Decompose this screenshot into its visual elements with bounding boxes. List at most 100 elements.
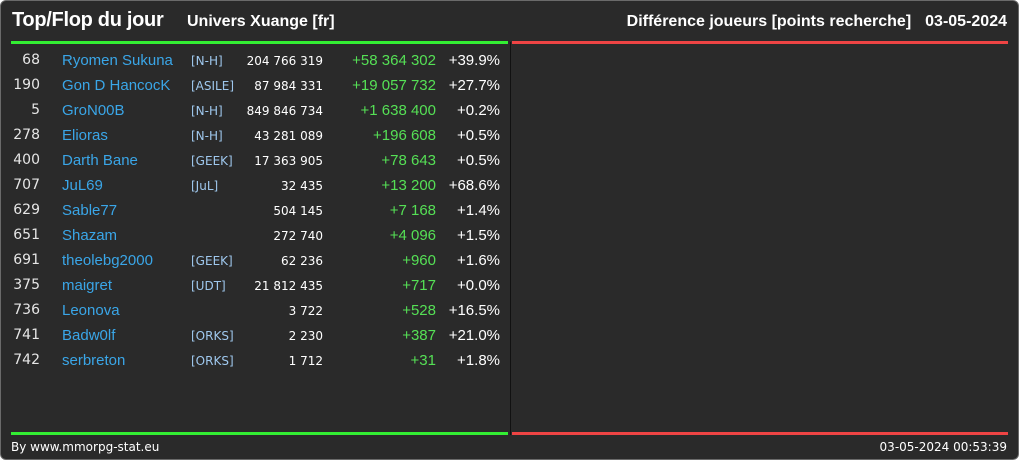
table-row: 5 GroN00B [N-H] 849 846 734 +1 638 400 +… bbox=[1, 98, 510, 123]
player-name-link[interactable]: JuL69 bbox=[62, 177, 103, 194]
table-row: 278 Elioras [N-H] 43 281 089 +196 608 +0… bbox=[1, 123, 510, 148]
rank-value: 707 bbox=[13, 177, 40, 193]
points-value: 62 236 bbox=[281, 254, 323, 268]
percent-value: +0.2% bbox=[457, 102, 500, 119]
column-divider bbox=[510, 42, 511, 435]
table-row: 741 Badw0lf [ORKS] 2 230 +387 +21.0% bbox=[1, 323, 510, 348]
table-row: 691 theolebg2000 [GEEK] 62 236 +960 +1.6… bbox=[1, 248, 510, 273]
alliance-tag: [N-H] bbox=[191, 104, 223, 118]
player-name-link[interactable]: Sable77 bbox=[62, 202, 118, 219]
points-value: 272 740 bbox=[273, 229, 323, 243]
rank-value: 5 bbox=[31, 102, 40, 118]
rank-value: 691 bbox=[13, 252, 40, 268]
top-accent-bar bbox=[11, 41, 508, 44]
percent-value: +1.8% bbox=[457, 352, 500, 369]
alliance-tag: [ASILE] bbox=[191, 79, 234, 93]
percent-value: +68.6% bbox=[448, 177, 500, 194]
diff-value: +19 057 732 bbox=[352, 77, 436, 94]
percent-value: +21.0% bbox=[448, 327, 500, 344]
points-value: 43 281 089 bbox=[254, 129, 323, 143]
player-name-link[interactable]: Leonova bbox=[62, 302, 120, 319]
points-value: 21 812 435 bbox=[254, 279, 323, 293]
percent-value: +39.9% bbox=[448, 52, 500, 69]
points-value: 87 984 331 bbox=[254, 79, 323, 93]
diff-value: +7 168 bbox=[389, 202, 436, 219]
table-row: 707 JuL69 [JuL] 32 435 +13 200 +68.6% bbox=[1, 173, 510, 198]
alliance-tag: [GEEK] bbox=[191, 154, 233, 168]
top-footer-bar bbox=[11, 432, 508, 435]
table-row: 68 Ryomen Sukuna [N-H] 204 766 319 +58 3… bbox=[1, 48, 510, 73]
table-row: 651 Shazam 272 740 +4 096 +1.5% bbox=[1, 223, 510, 248]
alliance-tag: [UDT] bbox=[191, 279, 226, 293]
points-value: 3 722 bbox=[288, 304, 323, 318]
points-value: 17 363 905 bbox=[254, 154, 323, 168]
player-name-link[interactable]: maigret bbox=[62, 277, 113, 294]
table-row: 736 Leonova 3 722 +528 +16.5% bbox=[1, 298, 510, 323]
player-name-link[interactable]: Shazam bbox=[62, 227, 118, 244]
player-name-link[interactable]: Elioras bbox=[62, 127, 108, 144]
rank-value: 741 bbox=[13, 327, 40, 343]
points-value: 504 145 bbox=[273, 204, 323, 218]
alliance-tag: [N-H] bbox=[191, 129, 223, 143]
table-row: 629 Sable77 504 145 +7 168 +1.4% bbox=[1, 198, 510, 223]
alliance-tag: [ORKS] bbox=[191, 329, 234, 343]
rank-value: 651 bbox=[13, 227, 40, 243]
rank-value: 400 bbox=[13, 152, 40, 168]
header: Top/Flop du jour Univers Xuange [fr] Dif… bbox=[1, 1, 1018, 41]
points-value: 849 846 734 bbox=[246, 104, 323, 118]
rank-value: 629 bbox=[13, 202, 40, 218]
player-name-link[interactable]: serbreton bbox=[62, 352, 126, 369]
rank-value: 375 bbox=[13, 277, 40, 293]
rank-value: 742 bbox=[13, 352, 40, 368]
credit-link[interactable]: By www.mmorpg-stat.eu bbox=[11, 440, 160, 454]
player-name-link[interactable]: Ryomen Sukuna bbox=[62, 52, 173, 69]
header-right: Différence joueurs [points recherche] 03-… bbox=[627, 13, 1007, 31]
points-value: 32 435 bbox=[281, 179, 323, 193]
table-row: 190 Gon D HancocK [ASILE] 87 984 331 +19… bbox=[1, 73, 510, 98]
diff-value: +1 638 400 bbox=[360, 102, 437, 119]
top-players-list: 68 Ryomen Sukuna [N-H] 204 766 319 +58 3… bbox=[1, 48, 510, 373]
percent-value: +0.0% bbox=[457, 277, 500, 294]
rank-value: 68 bbox=[22, 52, 40, 68]
page-title: Top/Flop du jour bbox=[12, 9, 164, 31]
percent-value: +1.5% bbox=[457, 227, 500, 244]
points-value: 1 712 bbox=[288, 354, 323, 368]
flop-accent-bar bbox=[512, 41, 1008, 44]
player-name-link[interactable]: Gon D HancocK bbox=[62, 77, 171, 94]
diff-value: +31 bbox=[410, 352, 436, 369]
points-value: 204 766 319 bbox=[246, 54, 323, 68]
percent-value: +16.5% bbox=[448, 302, 500, 319]
footer-timestamp: 03-05-2024 00:53:39 bbox=[879, 440, 1007, 454]
diff-value: +387 bbox=[402, 327, 436, 344]
diff-value: +78 643 bbox=[381, 152, 436, 169]
diff-value: +13 200 bbox=[381, 177, 436, 194]
table-row: 400 Darth Bane [GEEK] 17 363 905 +78 643… bbox=[1, 148, 510, 173]
percent-value: +0.5% bbox=[457, 127, 500, 144]
flop-footer-bar bbox=[512, 432, 1008, 435]
player-name-link[interactable]: Darth Bane bbox=[62, 152, 138, 169]
alliance-tag: [N-H] bbox=[191, 54, 223, 68]
points-value: 2 230 bbox=[288, 329, 323, 343]
player-name-link[interactable]: GroN00B bbox=[62, 102, 125, 119]
diff-value: +58 364 302 bbox=[352, 52, 436, 69]
alliance-tag: [GEEK] bbox=[191, 254, 233, 268]
table-row: 375 maigret [UDT] 21 812 435 +717 +0.0% bbox=[1, 273, 510, 298]
alliance-tag: [ORKS] bbox=[191, 354, 234, 368]
percent-value: +1.6% bbox=[457, 252, 500, 269]
diff-value: +528 bbox=[402, 302, 436, 319]
player-name-link[interactable]: theolebg2000 bbox=[62, 252, 153, 269]
percent-value: +27.7% bbox=[448, 77, 500, 94]
diff-value: +196 608 bbox=[373, 127, 436, 144]
player-name-link[interactable]: Badw0lf bbox=[62, 327, 116, 344]
rank-value: 736 bbox=[13, 302, 40, 318]
rank-value: 190 bbox=[13, 77, 40, 93]
diff-value: +4 096 bbox=[389, 227, 436, 244]
table-row: 742 serbreton [ORKS] 1 712 +31 +1.8% bbox=[1, 348, 510, 373]
diff-value: +960 bbox=[402, 252, 436, 269]
percent-value: +1.4% bbox=[457, 202, 500, 219]
header-date: 03-05-2024 bbox=[925, 13, 1007, 30]
alliance-tag: [JuL] bbox=[191, 179, 219, 193]
universe-label: Univers Xuange [fr] bbox=[187, 13, 335, 30]
diff-value: +717 bbox=[402, 277, 436, 294]
